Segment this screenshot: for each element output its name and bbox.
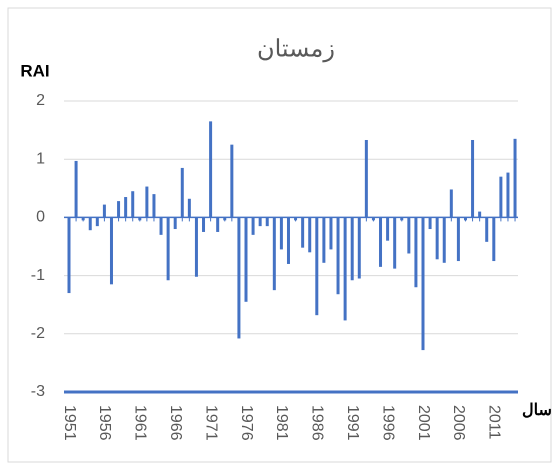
bar xyxy=(102,204,106,218)
bar xyxy=(357,217,361,279)
bar xyxy=(301,217,305,248)
bar xyxy=(343,217,347,321)
bar xyxy=(117,201,121,218)
bar xyxy=(244,217,248,302)
bar xyxy=(230,144,234,218)
bar xyxy=(237,217,241,339)
bar xyxy=(386,217,390,241)
bar xyxy=(166,217,170,281)
bar xyxy=(294,217,298,221)
bar xyxy=(286,217,290,264)
bar xyxy=(74,160,78,218)
y-tick-label: -1 xyxy=(31,267,45,284)
bar xyxy=(428,217,432,230)
x-tick-label: 1986 xyxy=(309,405,326,441)
x-tick-label: 1951 xyxy=(61,405,78,441)
bar xyxy=(364,139,368,218)
y-axis-label: RAI xyxy=(20,61,49,80)
chart-border xyxy=(7,7,552,463)
bar xyxy=(350,217,354,281)
x-tick-label: 1976 xyxy=(238,405,255,441)
x-tick-label: 1961 xyxy=(132,405,149,441)
bar xyxy=(173,217,177,230)
bar xyxy=(414,217,418,288)
bar xyxy=(315,217,319,316)
bar xyxy=(95,217,99,227)
bar xyxy=(499,176,503,218)
bar xyxy=(478,211,482,218)
bar xyxy=(131,191,135,218)
bar xyxy=(421,217,425,351)
bar xyxy=(223,217,227,221)
bar xyxy=(492,217,496,262)
x-axis-label: سال xyxy=(522,402,552,419)
bar xyxy=(81,217,85,221)
x-tick-label: 1991 xyxy=(344,405,361,441)
x-tick-label: 1981 xyxy=(273,405,290,441)
bar xyxy=(265,217,269,227)
bar xyxy=(329,217,333,250)
y-tick-label: 2 xyxy=(36,92,45,109)
bar xyxy=(407,217,411,254)
bar xyxy=(379,217,383,267)
bar xyxy=(279,217,283,250)
bar xyxy=(442,217,446,263)
bar xyxy=(124,197,128,218)
x-tick-label: 1971 xyxy=(202,405,219,441)
x-tick-label: 2006 xyxy=(450,405,467,441)
bar xyxy=(322,217,326,263)
y-tick-label: -2 xyxy=(31,325,45,342)
bar xyxy=(371,217,375,221)
bar xyxy=(471,139,475,218)
y-tick-label: 1 xyxy=(36,150,45,167)
bar xyxy=(194,217,198,277)
chart-title: زمستان xyxy=(257,35,335,62)
bar xyxy=(513,138,517,218)
x-tick-label: 1956 xyxy=(96,405,113,441)
bar xyxy=(138,217,142,221)
bar xyxy=(145,186,149,218)
x-tick-label: 1966 xyxy=(167,405,184,441)
bar xyxy=(393,217,397,269)
bar xyxy=(400,217,404,221)
bar xyxy=(485,217,489,242)
bar xyxy=(506,172,510,218)
bar xyxy=(187,198,191,218)
bar xyxy=(463,217,467,221)
bar xyxy=(308,217,312,253)
bar xyxy=(209,121,213,218)
bar xyxy=(251,217,255,235)
bar xyxy=(152,194,156,218)
y-tick-label: 0 xyxy=(36,209,45,226)
bar xyxy=(456,217,460,262)
bar xyxy=(258,217,262,227)
bar xyxy=(202,217,206,232)
bar xyxy=(159,217,163,235)
bar xyxy=(449,189,453,218)
bar xyxy=(216,217,220,232)
bar xyxy=(67,217,71,294)
bar xyxy=(336,217,340,295)
bar xyxy=(180,167,184,218)
x-tick-label: 1996 xyxy=(379,405,396,441)
bar xyxy=(109,217,113,285)
y-tick-label: -3 xyxy=(31,383,45,400)
x-tick-label: 2011 xyxy=(486,405,503,440)
bar xyxy=(88,217,92,231)
x-tick-label: 2001 xyxy=(415,405,432,441)
bar xyxy=(435,217,439,260)
bar xyxy=(272,217,276,291)
